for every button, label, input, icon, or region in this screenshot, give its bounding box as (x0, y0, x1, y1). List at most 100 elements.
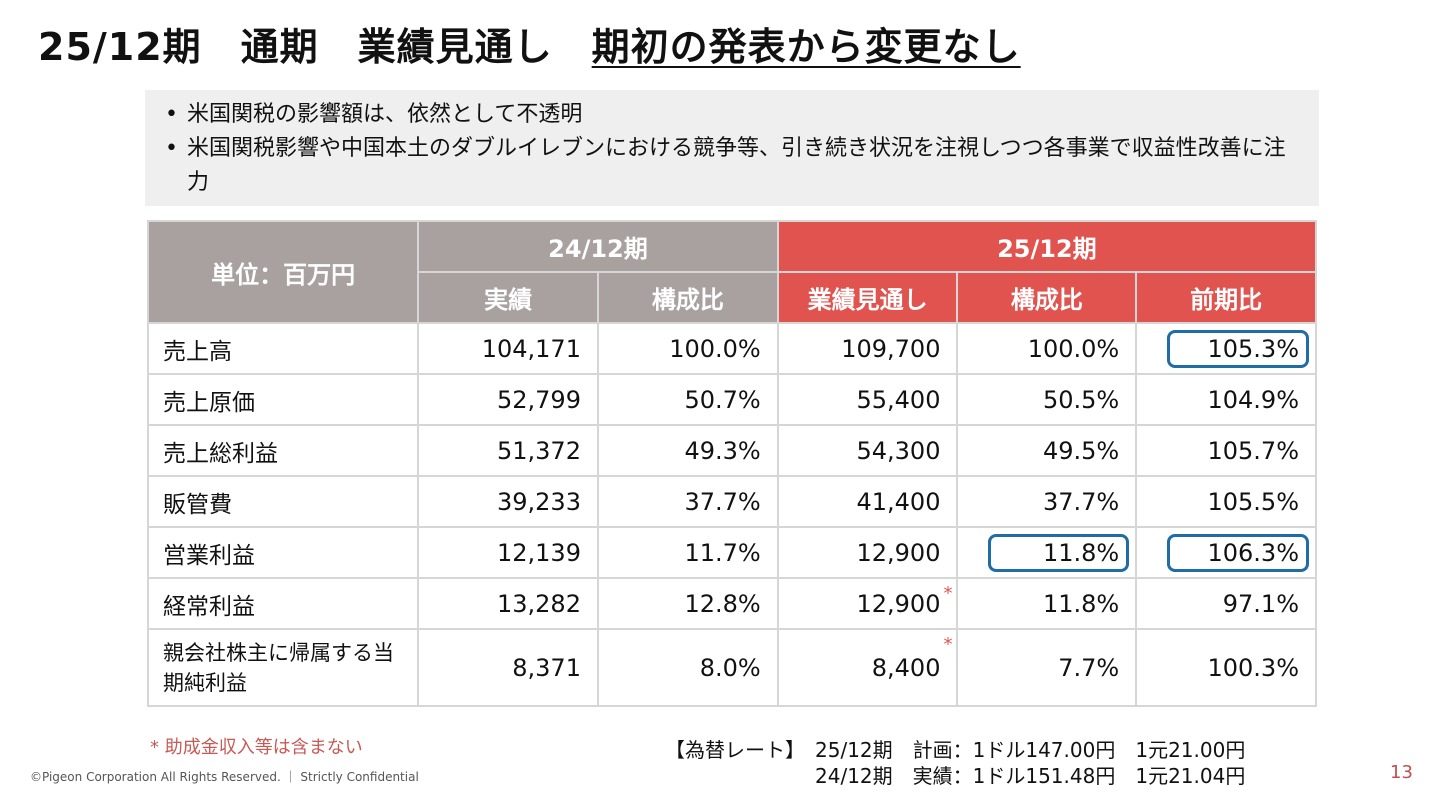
cell-value: 105.7% (1207, 436, 1299, 465)
group-header-24: 24/12期 (417, 220, 779, 273)
cell-value: 37.7% (684, 487, 761, 516)
table-cell: 54,300 (776, 424, 959, 477)
fx-line: 24/12期 実績：1ドル151.48円 1元21.04円 (815, 764, 1246, 788)
cell-value: 51,372 (496, 436, 581, 465)
table-cell: 100.3% (1135, 628, 1317, 707)
col-header: 構成比 (956, 271, 1138, 324)
table-cell: 39,233 (417, 475, 599, 528)
table-cell: 109,700 (776, 322, 959, 375)
table-cell: 11.8% (956, 577, 1138, 630)
cell-value: 41,400 (856, 487, 941, 516)
table-cell: 49.3% (596, 424, 779, 477)
cell-value: 100.0% (1027, 334, 1120, 363)
table-cell: 105.3% (1135, 322, 1317, 375)
bullet-item: • 米国関税の影響額は、依然として不透明 (165, 98, 1299, 132)
cell-value: 50.5% (1042, 385, 1120, 414)
asterisk-mark: * (943, 634, 953, 655)
cell-value: 12.8% (684, 589, 761, 618)
cell-value: 12,900 (856, 538, 941, 567)
unit-header: 単位：百万円 (146, 220, 420, 324)
title-main: 25/12期 通期 業績見通し (38, 25, 592, 69)
footnote: * 助成金収入等は含まない (150, 737, 363, 758)
bullet-text: 米国関税影響や中国本土のダブルイレブンにおける競争等、引き続き状況を注視しつつ各… (187, 136, 1286, 195)
row-label: 売上高 (146, 322, 420, 375)
cell-value: 52,799 (496, 385, 581, 414)
table-cell: 51,372 (417, 424, 599, 477)
table-cell: 11.7% (596, 526, 779, 579)
cell-value: 11.8% (1042, 589, 1120, 618)
cell-value: 100.0% (669, 334, 761, 363)
row-label: 売上原価 (146, 373, 420, 426)
col-header: 業績見通し (776, 271, 959, 324)
row-label: 販管費 (146, 475, 420, 528)
cell-value: 106.3% (1207, 538, 1299, 567)
table-cell: 12,139 (417, 526, 599, 579)
page-title: 25/12期 通期 業績見通し 期初の発表から変更なし (38, 16, 1021, 71)
table-cell: 106.3% (1135, 526, 1317, 579)
table-cell: 12.8% (596, 577, 779, 630)
row-label: 経常利益 (146, 577, 420, 630)
title-emphasis: 期初の発表から変更なし (591, 25, 1021, 69)
cell-value: 109,700 (841, 334, 941, 363)
fx-line: 25/12期 計画：1ドル147.00円 1元21.00円 (815, 738, 1246, 762)
table-cell: 50.5% (956, 373, 1138, 426)
table-cell: 12,900 (776, 526, 959, 579)
cell-value: 104.9% (1207, 385, 1299, 414)
cell-value: 49.3% (684, 436, 761, 465)
table-row: 営業利益 12,139 11.7% 12,900 11.8% 106.3% (146, 526, 1317, 579)
bullet-text: 米国関税の影響額は、依然として不透明 (187, 102, 583, 127)
row-label: 親会社株主に帰属する当期純利益 (146, 628, 420, 707)
cell-value: 7.7% (1058, 653, 1120, 682)
table-cell: 49.5% (956, 424, 1138, 477)
table-cell: 100.0% (956, 322, 1138, 375)
cell-value: 104,171 (481, 334, 581, 363)
cell-value: 105.3% (1207, 334, 1299, 363)
cell-value: 8.0% (699, 653, 761, 682)
fx-label: 【為替レート】 (665, 738, 795, 762)
table-cell: 7.7% (956, 628, 1138, 707)
row-label: 売上総利益 (146, 424, 420, 477)
page-number: 13 (1390, 762, 1413, 783)
table-cell: 105.5% (1135, 475, 1317, 528)
cell-value: 11.7% (684, 538, 761, 567)
asterisk-mark: * (943, 583, 953, 604)
cell-value: 8,400 (871, 653, 941, 682)
cell-value: 8,371 (512, 653, 581, 682)
table-cell: 8.0% (596, 628, 779, 707)
cell-value: 105.5% (1207, 487, 1299, 516)
table-row: 売上高 104,171 100.0% 109,700 100.0% 105.3% (146, 322, 1317, 375)
table-cell: 52,799 (417, 373, 599, 426)
table-cell: 13,282 (417, 577, 599, 630)
table-cell: 8,371 (417, 628, 599, 707)
table-row: 経常利益 13,282 12.8% 12,900 * 11.8% 97.1% (146, 577, 1317, 630)
table-cell: 97.1% (1135, 577, 1317, 630)
table-cell: 37.7% (956, 475, 1138, 528)
cell-value: 50.7% (684, 385, 761, 414)
table-cell: 12,900 * (776, 577, 959, 630)
cell-value: 49.5% (1042, 436, 1120, 465)
forecast-table: 単位：百万円 24/12期 25/12期 実績 構成比 業績見通し 構成比 前期比 売上高 1… (146, 220, 1318, 707)
cell-value: 100.3% (1207, 653, 1299, 682)
group-header-25: 25/12期 (776, 220, 1318, 273)
table-cell: 11.8% (956, 526, 1138, 579)
cell-value: 97.1% (1222, 589, 1299, 618)
cell-value: 11.8% (1042, 538, 1120, 567)
table-cell: 41,400 (776, 475, 959, 528)
table-row: 売上総利益 51,372 49.3% 54,300 49.5% 105.7% (146, 424, 1317, 477)
cell-value: 54,300 (856, 436, 941, 465)
table-cell: 50.7% (596, 373, 779, 426)
table-row: 販管費 39,233 37.7% 41,400 37.7% 105.5% (146, 475, 1317, 528)
fx-rates: 【為替レート】 25/12期 計画：1ドル147.00円 1元21.00円 【為… (665, 737, 1245, 789)
col-header: 構成比 (596, 271, 779, 324)
cell-value: 12,900 (856, 589, 941, 618)
cell-value: 39,233 (496, 487, 581, 516)
copyright: ©Pigeon Corporation All Rights Reserved.… (30, 770, 419, 784)
cell-value: 12,139 (496, 538, 581, 567)
table-row: 売上原価 52,799 50.7% 55,400 50.5% 104.9% (146, 373, 1317, 426)
table-cell: 105.7% (1135, 424, 1317, 477)
summary-box: • 米国関税の影響額は、依然として不透明 • 米国関税影響や中国本土のダブルイレブン… (145, 90, 1319, 206)
col-header: 実績 (417, 271, 599, 324)
cell-value: 55,400 (856, 385, 941, 414)
table-cell: 104.9% (1135, 373, 1317, 426)
table-cell: 37.7% (596, 475, 779, 528)
